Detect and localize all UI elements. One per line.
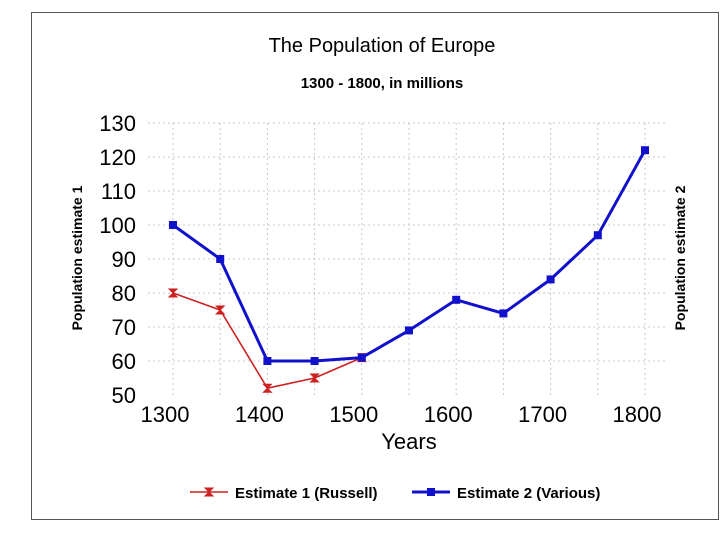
- y-tick-110: 110: [101, 179, 136, 204]
- series-2-point-1800: [641, 146, 649, 155]
- x-tick-1800: 1800: [613, 402, 662, 427]
- series-2-point-1450: [310, 357, 319, 365]
- y-tick-labels: 50 60 70 80 90 100 110 120 130: [99, 111, 136, 408]
- series-1-point-1300: [167, 288, 179, 298]
- chart-title: The Population of Europe: [269, 35, 496, 57]
- legend-label-2: Estimate 2 (Various): [457, 485, 600, 502]
- legend-label-1: Estimate 1 (Russell): [235, 485, 378, 502]
- y-tick-80: 80: [112, 281, 136, 306]
- series-1-point-1400: [262, 383, 273, 393]
- series-2-point-1600: [452, 295, 461, 304]
- x-tick-1400: 1400: [235, 402, 284, 427]
- series-2-point-1400: [263, 357, 272, 365]
- series-2-point-1750: [593, 231, 602, 240]
- y-tick-100: 100: [99, 213, 136, 238]
- x-tick-labels: 1300 1400 1500 1600 1700 1800: [141, 402, 662, 427]
- x-tick-1300: 1300: [141, 402, 190, 427]
- legend-marker-1: [203, 487, 215, 497]
- series-1-point-1350: [214, 305, 226, 315]
- chart-frame: [31, 12, 719, 520]
- series-2-point-1500: [357, 353, 366, 362]
- gridlines: [148, 122, 668, 395]
- series-2-point-1650: [499, 309, 508, 318]
- chart-subtitle: 1300 - 1800, in millions: [301, 75, 464, 92]
- x-axis-label: Years: [381, 429, 436, 454]
- y-tick-90: 90: [112, 247, 136, 272]
- legend-marker-2: [427, 488, 435, 496]
- series-layer: [167, 146, 649, 393]
- series-2-point-1550: [405, 326, 413, 335]
- legend: Estimate 1 (Russell) Estimate 2 (Various): [190, 485, 600, 502]
- y-tick-60: 60: [112, 349, 136, 374]
- x-tick-1500: 1500: [329, 402, 378, 427]
- y-tick-120: 120: [99, 145, 136, 170]
- y-axis-label-right: Population estimate 2: [672, 185, 688, 330]
- y-tick-70: 70: [112, 315, 136, 340]
- y-tick-130: 130: [99, 111, 136, 136]
- series-1-point-1450: [309, 373, 320, 383]
- x-tick-1700: 1700: [518, 402, 567, 427]
- y-axis-label-left: Population estimate 1: [69, 185, 85, 330]
- series-2-point-1300: [169, 221, 177, 229]
- series-2-point-1700: [546, 275, 555, 284]
- series-2-point-1350: [216, 255, 225, 263]
- x-tick-1600: 1600: [424, 402, 473, 427]
- y-tick-50: 50: [112, 383, 136, 408]
